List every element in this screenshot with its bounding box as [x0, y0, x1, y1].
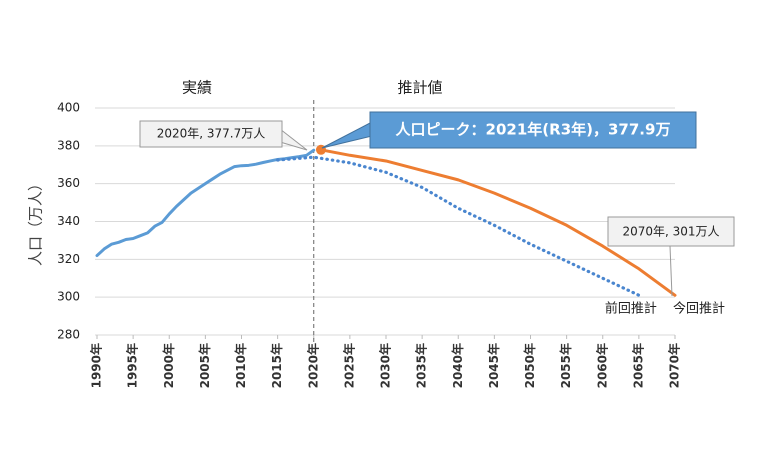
y-tick-label: 300: [57, 290, 80, 304]
annotation: 2020年, 377.7万人: [157, 127, 266, 141]
x-tick-label: 2065年: [630, 343, 645, 388]
y-axis-label: 人口（万人）: [27, 176, 45, 266]
x-tick-label: 2040年: [450, 343, 465, 388]
annotation: 人口ピーク：2021年(R3年)，377.9万: [396, 121, 671, 139]
x-tick-label: 1995年: [125, 343, 140, 388]
region-label: 実績: [182, 79, 212, 97]
x-tick-label: 2055年: [558, 343, 573, 388]
callout-pointer: [669, 245, 673, 297]
y-tick-label: 360: [57, 176, 80, 190]
x-tick-label: 2030年: [378, 343, 393, 388]
x-tick-label: 2035年: [414, 343, 429, 388]
y-tick-label: 320: [57, 252, 80, 266]
callout-box: [607, 216, 735, 247]
series-label: 今回推計: [673, 301, 725, 317]
x-tick-label: 2000年: [161, 343, 176, 388]
y-tick-label: 280: [57, 328, 80, 342]
x-tick-label: 2060年: [594, 343, 609, 388]
series-line: [95, 148, 316, 258]
callout-box: [139, 120, 283, 148]
callout-pointer: [321, 121, 373, 149]
x-tick-label: 2020年: [305, 343, 320, 388]
x-tick-label: 2070年: [667, 343, 682, 388]
annotation: 2070年, 301万人: [622, 225, 719, 239]
x-tick-label: 1990年: [89, 343, 104, 388]
x-tick-label: 2015年: [269, 343, 284, 388]
y-tick-label: 340: [57, 214, 80, 228]
region-label: 推計値: [397, 79, 442, 97]
y-tick-label: 400: [57, 101, 80, 115]
callout-pointer: [279, 127, 308, 151]
series-label: 前回推計: [605, 301, 657, 317]
x-tick-label: 2005年: [197, 343, 212, 388]
y-tick-label: 380: [57, 138, 80, 152]
annotations: 2020年, 377.7万人 人口ピーク：2021年(R3年)，377.9万 2…: [139, 111, 735, 297]
series-line: [319, 148, 677, 297]
x-tick-label: 2025年: [341, 343, 356, 388]
callout-box: [369, 111, 697, 149]
x-tick-label: 2010年: [233, 343, 248, 388]
series-line: [276, 155, 641, 297]
x-tick-label: 2045年: [486, 343, 501, 388]
x-tick-label: 2050年: [522, 343, 537, 388]
